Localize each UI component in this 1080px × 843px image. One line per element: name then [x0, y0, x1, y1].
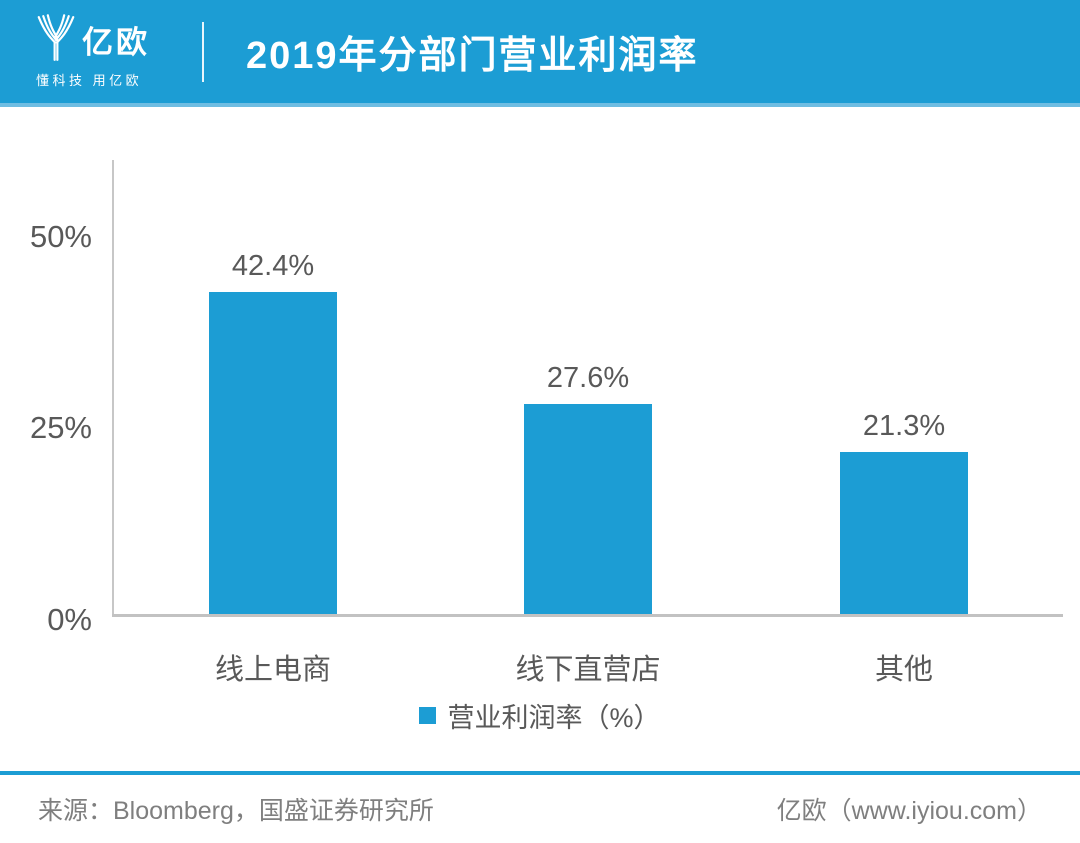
category-label-others: 其他 [874, 654, 933, 686]
source-text: 来源：Bloomberg，国盛证券研究所 [38, 797, 434, 825]
y-axis-line [112, 160, 114, 616]
y-tick-label-0: 0% [47, 602, 92, 637]
legend: 营业利润率（%） [0, 696, 1080, 735]
bar-online-ecommerce [209, 292, 337, 614]
bar-offline-stores [524, 404, 652, 614]
category-label-online-ecommerce: 线上电商 [214, 654, 331, 686]
bar-others [840, 452, 968, 614]
legend-swatch-icon [419, 707, 437, 724]
bar-group-offline-stores: 27.6% [524, 362, 652, 614]
header-banner: 亿欧 懂科技 用亿欧 2019年分部门营业利润率 [0, 0, 1080, 107]
iyiou-logo-icon [36, 14, 76, 62]
category-label-offline-stores: 线下直营店 [515, 654, 661, 686]
bar-value-label: 27.6% [546, 362, 630, 394]
logo-tagline: 懂科技 用亿欧 [36, 73, 143, 88]
y-tick-label-25: 25% [29, 410, 92, 445]
bar-group-others: 21.3% [840, 410, 968, 614]
footer: 来源：Bloomberg，国盛证券研究所 亿欧（www.iyiou.com） [0, 771, 1080, 843]
legend-label: 营业利润率（%） [447, 703, 661, 733]
y-tick-label-50: 50% [29, 219, 92, 254]
iyiou-logo: 亿欧 懂科技 用亿欧 [36, 14, 180, 89]
header-divider [202, 21, 204, 82]
logo-text: 亿欧 [82, 25, 150, 60]
bar-value-label: 21.3% [862, 410, 946, 442]
site-text: 亿欧（www.iyiou.com） [776, 797, 1042, 825]
bar-value-label: 42.4% [231, 250, 315, 282]
page-title: 2019年分部门营业利润率 [246, 35, 699, 77]
x-axis-line [112, 614, 1063, 617]
bar-group-online-ecommerce: 42.4% [209, 250, 337, 614]
